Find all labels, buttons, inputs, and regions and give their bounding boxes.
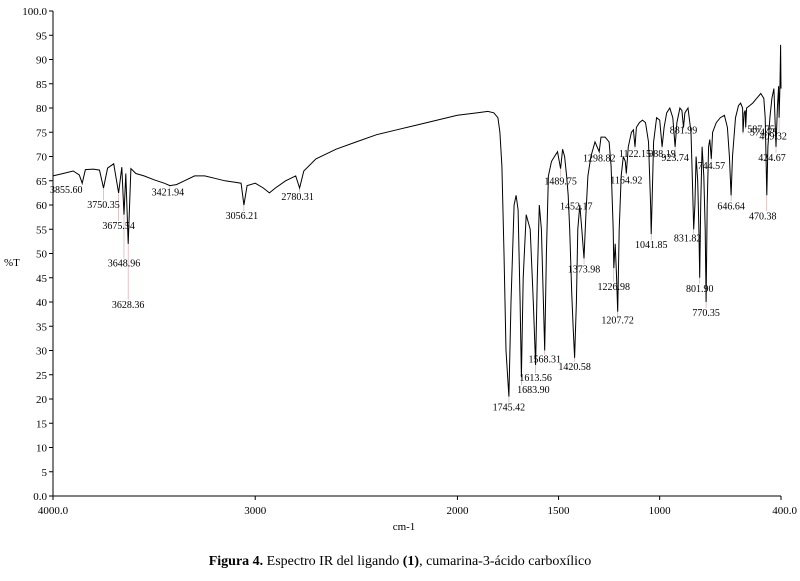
caption-figure-label: Figura 4. <box>208 554 264 569</box>
caption-text-before: Espectro IR del ligando <box>263 554 403 569</box>
y-tick-label: 55 <box>36 224 48 236</box>
y-tick-label: 90 <box>36 55 48 67</box>
y-tick-label: 5 <box>42 467 48 479</box>
x-tick-label: 4000.0 <box>38 505 69 517</box>
peak-label: 831.82 <box>674 233 702 244</box>
peak-label: 587.75 <box>747 124 775 135</box>
peak-label: 3675.54 <box>102 221 135 232</box>
peak-label: 1613.56 <box>519 373 552 384</box>
y-tick-label: 30 <box>36 346 48 358</box>
y-tick-label: 95 <box>36 30 48 42</box>
peak-label: 1420.58 <box>558 362 591 373</box>
peak-label: 646.64 <box>717 201 745 212</box>
peak-leader-lines <box>81 117 780 403</box>
peak-label: 1568.31 <box>528 355 561 366</box>
peak-label: 574.75 <box>750 127 778 138</box>
figure-caption: Figura 4. Espectro IR del ligando (1), c… <box>0 554 800 570</box>
y-tick-label: 65 <box>36 176 48 188</box>
peak-label: 923.74 <box>661 153 689 164</box>
peak-label: 3056.21 <box>226 211 259 222</box>
y-tick-label: 10 <box>36 443 48 455</box>
y-tick-label: 0.0 <box>33 491 47 503</box>
peak-label: 1041.85 <box>635 240 668 251</box>
x-axis-label: cm-1 <box>393 521 416 533</box>
y-tick-label: 70 <box>36 152 48 164</box>
peak-label: 1164.92 <box>610 175 642 186</box>
peak-label: 988.19 <box>648 149 676 160</box>
peak-label: 1683.90 <box>517 385 550 396</box>
peak-labels: 3855.60 3750.35 3675.54 3648.96 3628.36 3421.… <box>50 124 787 413</box>
peak-label: 3750.35 <box>87 200 120 211</box>
caption-text-after: , cumarina-3-ácido carboxílico <box>419 554 592 569</box>
axes <box>52 11 781 497</box>
peak-label: 409.32 <box>759 132 787 143</box>
peak-label: 1452.17 <box>560 201 593 212</box>
peak-label: 1489.75 <box>544 177 577 188</box>
peak-label: 1745.42 <box>493 403 526 414</box>
peak-label: 3648.96 <box>108 259 141 270</box>
peak-label: 1298.82 <box>583 154 616 165</box>
tick-marks <box>49 10 782 500</box>
y-tick-label: 100.0 <box>22 6 47 18</box>
peak-label: 801.90 <box>686 284 714 295</box>
x-tick-label: 1500 <box>548 505 571 517</box>
peak-label: 1373.98 <box>568 264 601 275</box>
y-tick-label: 75 <box>36 127 48 139</box>
y-tick-label: 40 <box>36 297 48 309</box>
x-tick-label: 2000 <box>446 505 469 517</box>
x-tick-label: 1000 <box>649 505 672 517</box>
peak-label: 2780.31 <box>281 192 314 203</box>
peak-label: 470.38 <box>749 211 777 222</box>
y-tick-label: 50 <box>36 249 48 261</box>
peak-label: 3855.60 <box>50 185 83 196</box>
y-tick-label: 35 <box>36 321 48 333</box>
peak-label: 1226.98 <box>598 282 631 293</box>
y-tick-label: 15 <box>36 418 48 430</box>
peak-label: 424.67 <box>758 153 786 164</box>
peak-label: 881.99 <box>670 125 698 136</box>
peak-label: 1122.15 <box>619 149 651 160</box>
y-tick-label: 85 <box>36 79 48 91</box>
x-tick-label: 3000 <box>244 505 267 517</box>
y-tick-label: 20 <box>36 394 48 406</box>
peak-label: 3421.94 <box>152 188 185 199</box>
y-axis-label: %T <box>4 257 20 269</box>
peak-label: 744.57 <box>698 161 726 172</box>
peak-label: 3628.36 <box>112 300 145 311</box>
y-tick-label: 25 <box>36 370 48 382</box>
peak-label: 1207.72 <box>601 316 634 327</box>
x-tick-label: 400.0 <box>772 505 797 517</box>
y-tick-label: 80 <box>36 103 48 115</box>
caption-compound-number: (1) <box>402 554 420 569</box>
peak-label: 770.35 <box>692 308 720 319</box>
ir-spectrum-chart: 3855.60 3750.35 3675.54 3648.96 3628.36 3421.… <box>4 6 798 533</box>
y-tick-label: 60 <box>36 200 48 212</box>
y-tick-label: 45 <box>36 273 48 285</box>
spectrum-line <box>52 44 782 397</box>
